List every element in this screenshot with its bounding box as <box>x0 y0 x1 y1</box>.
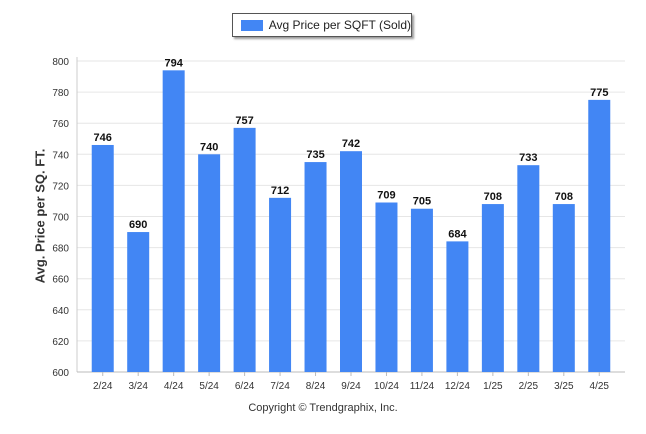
bar <box>198 154 221 372</box>
data-label: 712 <box>271 185 289 197</box>
data-label: 709 <box>377 190 395 202</box>
y-tick-label: 680 <box>52 244 69 255</box>
x-tick-label: 9/24 <box>341 381 361 392</box>
x-tick-label: 4/25 <box>590 381 610 392</box>
y-tick-label: 760 <box>52 119 69 130</box>
bar <box>127 232 150 372</box>
x-tick-label: 6/24 <box>235 381 255 392</box>
data-label: 690 <box>129 219 147 231</box>
bar <box>552 204 575 372</box>
y-tick-label: 620 <box>52 337 69 348</box>
data-label: 735 <box>306 149 324 161</box>
x-tick-label: 3/25 <box>554 381 574 392</box>
x-tick-label: 2/25 <box>519 381 539 392</box>
x-tick-label: 3/24 <box>128 381 148 392</box>
data-label: 746 <box>94 132 112 144</box>
y-tick-label: 780 <box>52 88 69 99</box>
legend: Avg Price per SQFT (Sold) <box>232 13 412 37</box>
bar <box>446 241 469 372</box>
data-label: 708 <box>555 191 573 203</box>
data-label: 740 <box>200 141 218 153</box>
bar <box>162 70 185 372</box>
y-tick-label: 700 <box>52 213 69 224</box>
data-label: 733 <box>519 152 537 164</box>
y-tick-label: 640 <box>52 306 69 317</box>
bar <box>588 99 611 372</box>
y-tick-label: 660 <box>52 275 69 286</box>
legend-swatch <box>241 19 263 31</box>
y-tick-label: 800 <box>52 57 69 68</box>
copyright-text: Copyright © Trendgraphix, Inc. <box>248 402 398 414</box>
x-tick-label: 11/24 <box>410 381 435 392</box>
y-tick-label: 720 <box>52 181 69 192</box>
data-label: 708 <box>484 191 502 203</box>
x-tick-label: 10/24 <box>374 381 399 392</box>
x-tick-label: 1/25 <box>483 381 503 392</box>
data-label: 684 <box>448 228 467 240</box>
bar <box>91 144 114 372</box>
bar <box>304 162 327 372</box>
x-tick-label: 8/24 <box>306 381 326 392</box>
bar <box>375 202 398 372</box>
bar <box>269 197 292 372</box>
x-tick-label: 4/24 <box>164 381 184 392</box>
x-tick-label: 5/24 <box>199 381 219 392</box>
bar <box>340 151 362 372</box>
x-tick-label: 2/24 <box>93 381 113 392</box>
data-label: 705 <box>413 196 431 208</box>
legend-label: Avg Price per SQFT (Sold) <box>268 18 411 32</box>
bar <box>233 127 256 373</box>
y-tick-label: 740 <box>52 150 69 161</box>
bar <box>517 165 540 372</box>
bar <box>410 208 433 372</box>
data-label: 794 <box>164 57 183 69</box>
y-tick-label: 600 <box>52 368 69 379</box>
data-label: 742 <box>342 138 360 150</box>
x-tick-label: 12/24 <box>445 381 470 392</box>
bar <box>481 204 504 372</box>
x-tick-label: 7/24 <box>270 381 290 392</box>
data-label: 775 <box>590 87 608 99</box>
data-label: 757 <box>235 115 253 127</box>
